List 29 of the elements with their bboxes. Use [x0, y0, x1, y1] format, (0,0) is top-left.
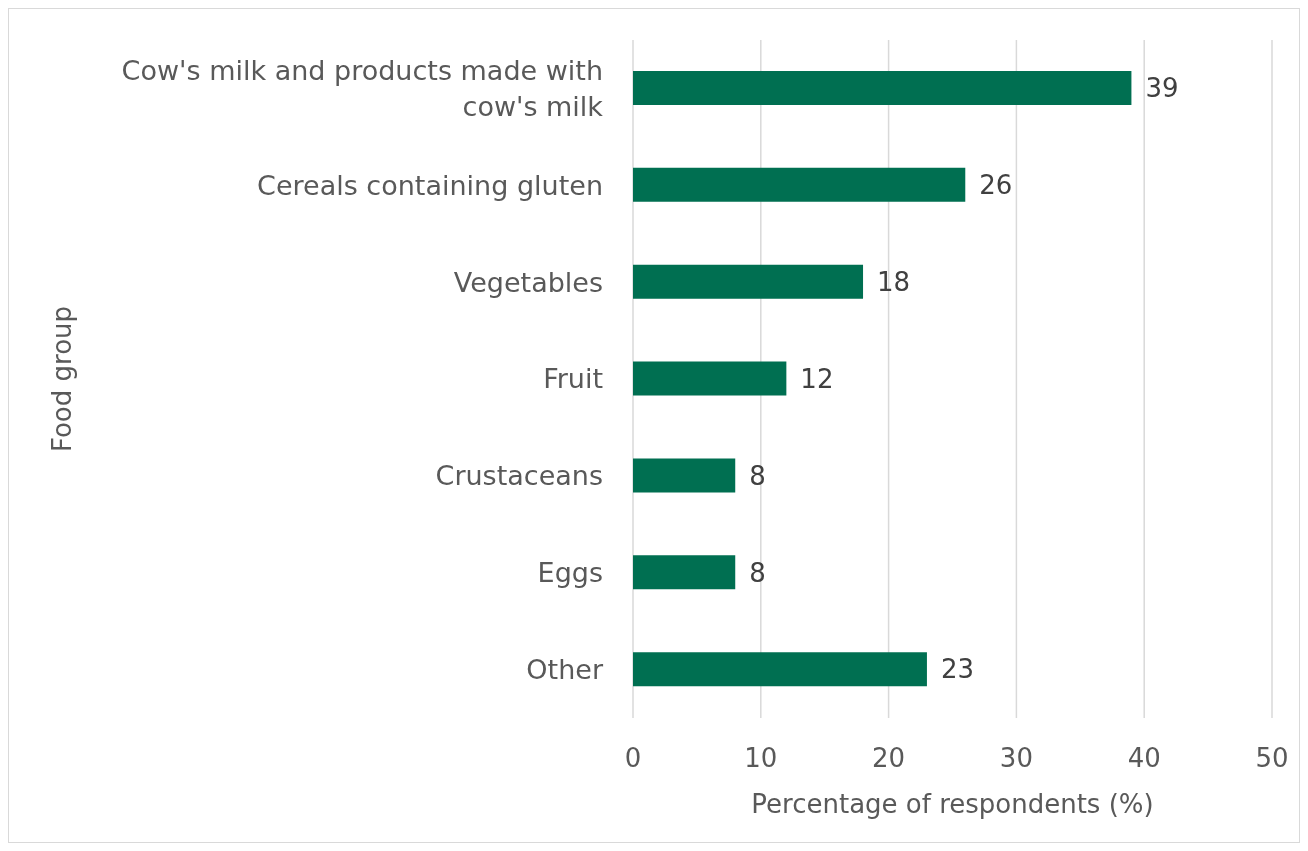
data-label: 18	[877, 266, 911, 297]
y-tick-label: Cow's milk and products made with cow's milk	[121, 54, 604, 123]
y-tick-label: Other	[526, 654, 604, 686]
x-axis-title: Percentage of respondents (%)	[751, 788, 1154, 819]
data-label: 12	[800, 363, 834, 394]
data-label: 26	[979, 170, 1013, 201]
bar	[633, 652, 927, 687]
y-tick-label: Fruit	[543, 363, 603, 395]
x-tick-label: 40	[1127, 743, 1161, 774]
x-tick-label: 20	[872, 743, 906, 774]
x-tick-label: 50	[1255, 743, 1289, 774]
x-tick-label: 10	[744, 743, 778, 774]
bar	[633, 555, 736, 590]
bar	[633, 71, 1132, 105]
x-tick-label: 0	[624, 743, 642, 774]
bar	[633, 167, 966, 202]
y-tick-label: Vegetables	[453, 266, 603, 298]
y-tick-label: Eggs	[537, 557, 603, 589]
bar	[633, 458, 736, 493]
y-tick-label: Cereals containing gluten	[257, 169, 603, 201]
y-tick-label: Crustaceans	[435, 460, 603, 492]
bar	[633, 361, 787, 396]
data-label: 39	[1145, 73, 1179, 104]
y-axis-title: Food group	[46, 305, 77, 453]
x-tick-label: 30	[999, 743, 1033, 774]
data-label: 23	[940, 654, 975, 685]
data-label: 8	[749, 557, 766, 588]
bar	[633, 264, 864, 299]
data-label: 8	[749, 460, 766, 491]
